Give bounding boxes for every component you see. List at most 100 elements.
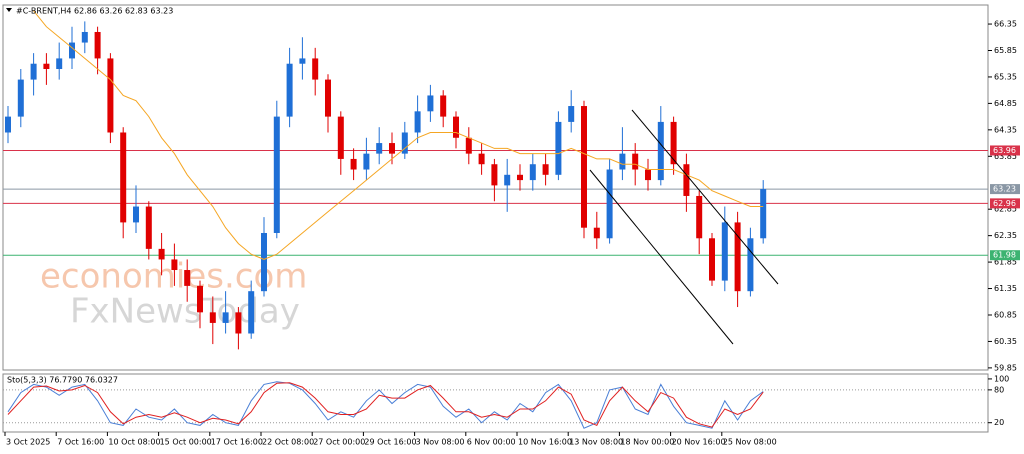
candle-body bbox=[760, 189, 767, 239]
y-tick-label: 80 bbox=[994, 385, 1004, 394]
level-label: 63.23 bbox=[993, 185, 1016, 194]
candle-body bbox=[581, 106, 587, 228]
candle-body bbox=[145, 206, 152, 249]
y-tick-label: 65.85 bbox=[994, 46, 1017, 55]
x-tick-label: 18 Nov 00:00 bbox=[620, 438, 674, 447]
candle-body bbox=[337, 116, 344, 159]
candle-body bbox=[325, 79, 331, 117]
y-tick-label: 62.35 bbox=[994, 231, 1017, 240]
x-tick-label: 3 Nov 08:00 bbox=[416, 438, 465, 447]
y-tick-label: 63.85 bbox=[994, 152, 1017, 161]
candle-body bbox=[133, 206, 139, 223]
candle-body bbox=[517, 174, 523, 181]
y-tick-label: 62.85 bbox=[994, 205, 1017, 214]
candle-body bbox=[17, 79, 24, 117]
candle-body bbox=[94, 31, 101, 59]
x-tick-label: 22 Oct 08:00 bbox=[262, 438, 314, 447]
candle-body bbox=[696, 195, 703, 239]
x-tick-label: 10 Oct 08:00 bbox=[108, 438, 160, 447]
candle-body bbox=[440, 95, 447, 117]
candle-body bbox=[504, 174, 511, 186]
candle-body bbox=[593, 227, 600, 239]
x-tick-label: 20 Nov 16:00 bbox=[672, 438, 726, 447]
candle-body bbox=[261, 232, 267, 292]
stoch-panel bbox=[2, 373, 989, 433]
candle-body bbox=[5, 116, 11, 133]
y-tick-label: 61.85 bbox=[994, 258, 1017, 267]
menu-icon[interactable] bbox=[6, 8, 12, 12]
candle-body bbox=[709, 238, 715, 281]
y-tick-label: 61.35 bbox=[994, 284, 1017, 293]
x-tick-label: 3 Oct 2025 bbox=[6, 438, 50, 447]
candle-body bbox=[158, 248, 165, 260]
trendline bbox=[589, 169, 734, 345]
candle-body bbox=[414, 111, 421, 133]
candle-body bbox=[478, 153, 485, 165]
candle-body bbox=[401, 132, 408, 154]
x-tick-label: 15 Oct 00:00 bbox=[160, 438, 212, 447]
y-tick-label: 60.85 bbox=[994, 310, 1017, 319]
y-tick-label: 100 bbox=[994, 374, 1009, 383]
y-tick-label: 64.85 bbox=[994, 99, 1017, 108]
candle-body bbox=[69, 42, 75, 59]
candle-body bbox=[568, 106, 575, 122]
candle-body bbox=[209, 312, 216, 323]
x-tick-label: 10 Nov 16:00 bbox=[518, 438, 572, 447]
x-tick-label: 7 Oct 16:00 bbox=[57, 438, 104, 447]
candle-body bbox=[56, 58, 63, 70]
level-label: 61.98 bbox=[993, 251, 1016, 260]
y-tick-label: 60.35 bbox=[994, 337, 1017, 346]
candle-body bbox=[670, 121, 677, 165]
stoch-line bbox=[7, 382, 764, 428]
candle-body bbox=[657, 121, 664, 181]
candle-body bbox=[184, 270, 191, 286]
candle-body bbox=[529, 164, 536, 181]
level-label-box bbox=[990, 198, 1020, 209]
candle-body bbox=[427, 95, 434, 112]
level-label-box bbox=[990, 145, 1020, 156]
marks: 66.35 65.85 65.35 64.85 64.35 63.85 62.85 62.35… bbox=[3, 10, 1020, 447]
level-label-box bbox=[990, 184, 1020, 195]
y-tick-label: 66.35 bbox=[994, 20, 1017, 29]
candle-body bbox=[555, 121, 562, 175]
candle-body bbox=[43, 63, 50, 70]
watermark: FxNewsToday bbox=[70, 292, 300, 332]
candle-body bbox=[273, 116, 280, 233]
candle-body bbox=[683, 164, 690, 196]
y-tick-label: 20 bbox=[994, 418, 1004, 427]
candle-body bbox=[453, 116, 459, 138]
trendline bbox=[631, 109, 779, 285]
candle-body bbox=[389, 143, 395, 154]
candle-body bbox=[619, 153, 626, 170]
x-tick-label: 6 Nov 00:00 bbox=[467, 438, 516, 447]
candle-body bbox=[363, 153, 370, 170]
candle-body bbox=[120, 132, 127, 223]
x-tick-label: 27 Oct 00:00 bbox=[313, 438, 365, 447]
candle-body bbox=[734, 222, 741, 292]
y-tick-label: 65.35 bbox=[994, 72, 1017, 81]
candle-body bbox=[606, 169, 613, 239]
candle-body bbox=[491, 164, 498, 186]
candle-body bbox=[376, 143, 383, 154]
x-tick-label: 25 Nov 08:00 bbox=[723, 438, 777, 447]
candle-body bbox=[286, 63, 293, 117]
candle-body bbox=[30, 63, 37, 80]
candle-body bbox=[350, 158, 357, 170]
x-tick-label: 17 Oct 16:00 bbox=[211, 438, 263, 447]
level-label-box bbox=[990, 250, 1020, 261]
candle-body bbox=[747, 238, 754, 292]
candle-body bbox=[632, 153, 639, 170]
candle-body bbox=[235, 312, 242, 334]
candle-body bbox=[312, 58, 319, 80]
candle-body bbox=[222, 312, 229, 323]
stoch-title: Sto(5,3,3) 76.7790 76.0327 bbox=[7, 376, 118, 385]
candle-body bbox=[542, 164, 549, 175]
candle-body bbox=[299, 58, 306, 64]
y-tick-label: 64.35 bbox=[994, 125, 1017, 134]
x-tick-label: 13 Nov 08:00 bbox=[569, 438, 623, 447]
candle-body bbox=[197, 285, 203, 313]
x-tick-label: 29 Oct 16:00 bbox=[364, 438, 416, 447]
level-label: 62.96 bbox=[993, 199, 1016, 208]
